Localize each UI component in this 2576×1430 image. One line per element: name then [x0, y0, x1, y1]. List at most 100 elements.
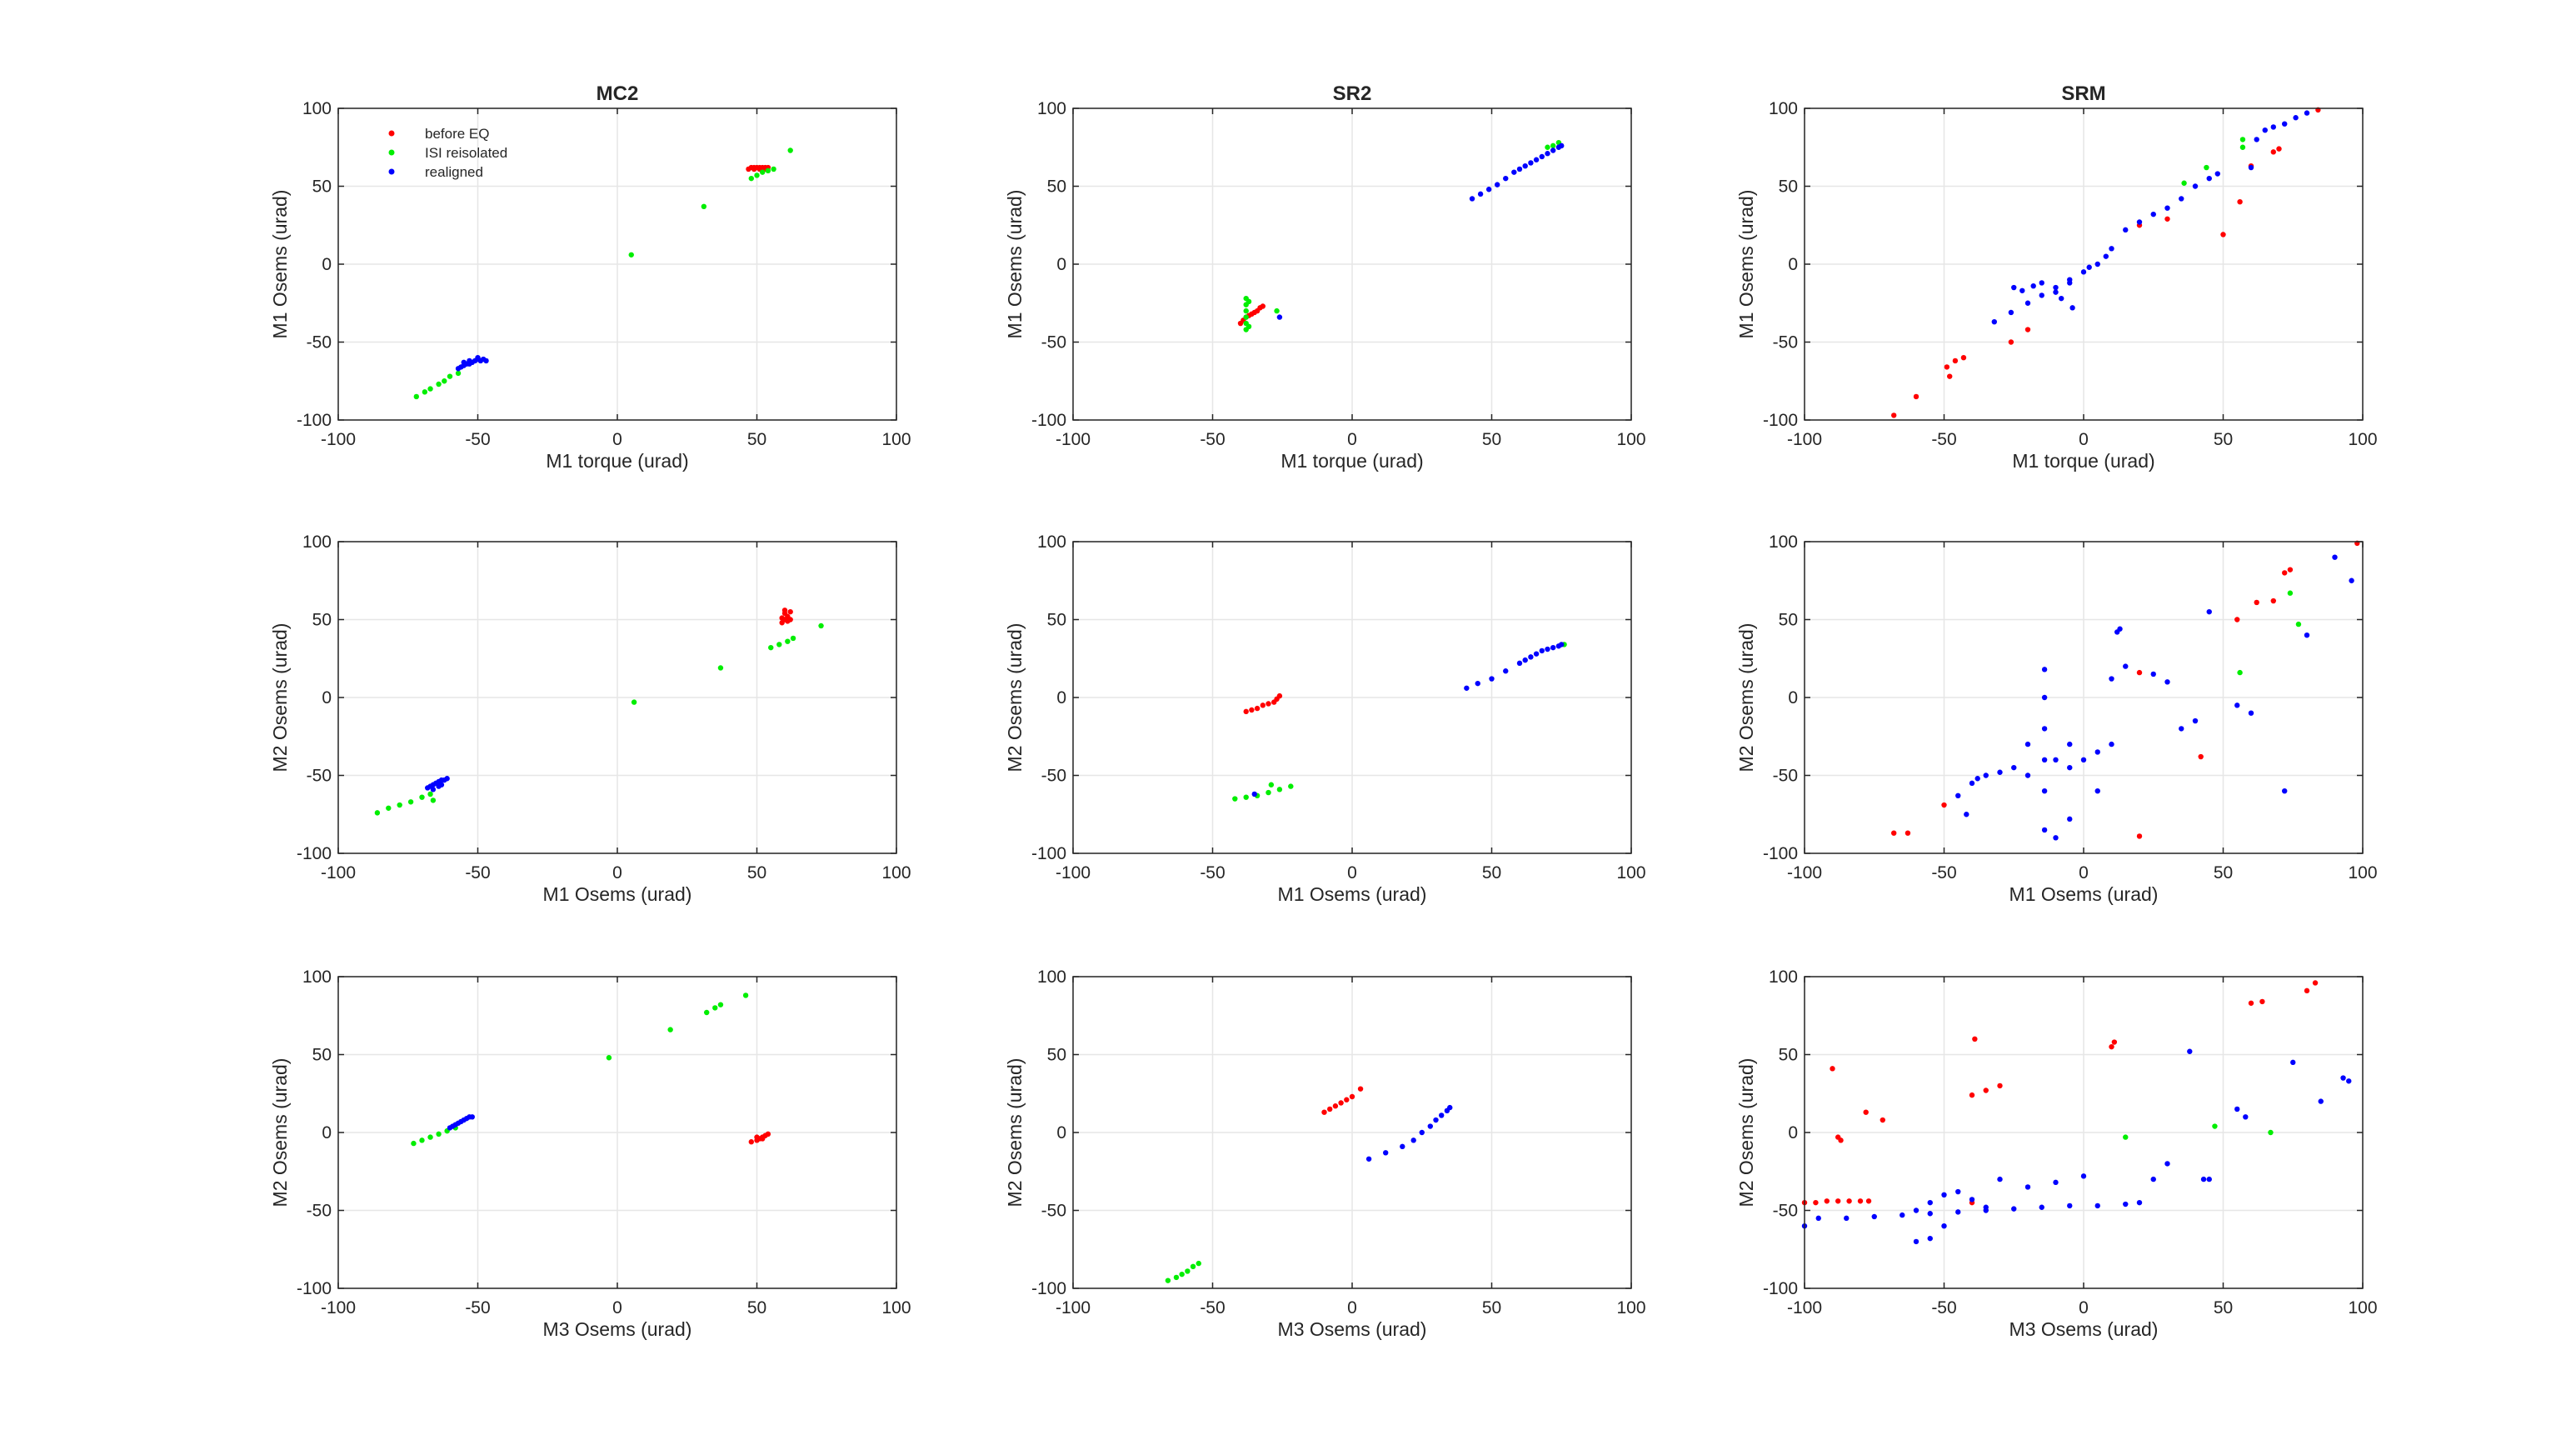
- data-point: [1495, 182, 1500, 188]
- legend-label: realigned: [425, 164, 483, 180]
- data-point: [2262, 127, 2268, 133]
- data-point: [742, 992, 749, 998]
- data-point: [1550, 644, 1556, 651]
- y-tick-label: 0: [1056, 688, 1066, 708]
- data-point: [374, 810, 381, 816]
- panel-2: -100 -50 0 50 100 -100 -50 0 50 100 M1 torque (ura…: [1735, 82, 2378, 472]
- y-tick-label: -100: [1763, 1279, 1798, 1298]
- data-point: [2080, 269, 2087, 275]
- y-tick-label: 100: [302, 99, 332, 118]
- data-point: [2059, 295, 2064, 302]
- data-point: [483, 358, 489, 364]
- data-point: [756, 164, 763, 171]
- data-point: [2304, 988, 2310, 994]
- y-axis-label: M2 Osems (urad): [269, 1058, 291, 1208]
- data-point: [2041, 788, 2048, 794]
- data-point: [2136, 669, 2143, 676]
- data-point: [1927, 1211, 1933, 1217]
- x-tick-label: -50: [1200, 1298, 1225, 1318]
- y-tick-label: -100: [1763, 844, 1798, 863]
- series-1: [2181, 137, 2246, 186]
- data-point: [1274, 308, 1280, 314]
- data-point: [1464, 685, 1470, 691]
- data-point: [1559, 142, 1565, 149]
- data-point: [1952, 358, 1959, 364]
- data-point: [1249, 707, 1255, 713]
- data-point: [411, 1140, 417, 1147]
- data-point: [1246, 323, 1252, 329]
- data-point: [2008, 339, 2014, 345]
- data-point: [1528, 654, 1534, 660]
- y-tick-label: -100: [297, 844, 332, 863]
- data-point: [1522, 162, 1528, 169]
- data-point: [1545, 151, 1550, 157]
- data-point: [1485, 187, 1492, 192]
- y-tick-label: 50: [1779, 178, 1798, 197]
- data-point: [1276, 692, 1283, 699]
- data-point: [2206, 1176, 2212, 1182]
- x-tick-label: -100: [321, 1298, 356, 1318]
- data-point: [1477, 191, 1484, 198]
- data-point: [2067, 280, 2073, 286]
- series-2: [425, 776, 450, 792]
- data-point: [1960, 355, 1967, 361]
- data-point: [771, 166, 776, 172]
- data-point: [1338, 1100, 1344, 1106]
- data-point: [785, 638, 791, 644]
- x-tick-label: 0: [1347, 863, 1357, 882]
- y-tick-label: 100: [302, 532, 332, 552]
- data-point: [717, 1002, 724, 1008]
- data-point: [2011, 1206, 2017, 1212]
- data-point: [2024, 1184, 2031, 1190]
- data-point: [1516, 166, 1523, 172]
- x-tick-label: -100: [1787, 1298, 1822, 1318]
- data-point: [2164, 216, 2170, 222]
- data-point: [427, 791, 433, 798]
- data-point: [2282, 788, 2288, 794]
- data-point: [2340, 1075, 2346, 1081]
- data-point: [2011, 284, 2017, 291]
- data-point: [1545, 646, 1550, 652]
- data-point: [2179, 196, 2184, 202]
- y-tick-label: 100: [302, 968, 332, 987]
- data-point: [748, 175, 754, 182]
- x-tick-label: 50: [2214, 430, 2233, 449]
- data-point: [1913, 1208, 1920, 1213]
- data-point: [2204, 164, 2209, 171]
- data-point: [1516, 660, 1523, 667]
- panel-title: SRM: [2061, 82, 2105, 105]
- x-tick-label: 0: [2079, 863, 2089, 882]
- data-point: [2220, 232, 2226, 238]
- x-tick-label: -100: [1056, 1298, 1091, 1318]
- data-point: [748, 1139, 754, 1145]
- data-point: [2293, 115, 2299, 121]
- x-tick-label: 50: [1482, 863, 1501, 882]
- y-tick-label: 50: [1047, 178, 1066, 197]
- x-axis-label: M3 Osems (urad): [1278, 1318, 1427, 1340]
- data-point: [2237, 669, 2243, 676]
- data-point: [2041, 694, 2048, 701]
- series-2: [1251, 642, 1565, 798]
- data-point: [442, 378, 447, 384]
- data-point: [2150, 671, 2156, 678]
- data-point: [1550, 148, 1556, 153]
- data-point: [1533, 157, 1540, 162]
- y-tick-label: 100: [1769, 99, 1798, 118]
- data-point: [1327, 1106, 1333, 1112]
- data-point: [2282, 121, 2288, 127]
- data-point: [2214, 171, 2220, 177]
- x-tick-label: -50: [1931, 863, 1956, 882]
- data-point: [1196, 1260, 1201, 1267]
- data-point: [2287, 567, 2294, 572]
- legend-entry: realigned: [388, 164, 483, 180]
- data-point: [2094, 261, 2100, 268]
- data-point: [1260, 702, 1266, 708]
- legend: before EQ ISI reisolated realigned: [388, 126, 507, 180]
- y-tick-label: -50: [307, 767, 332, 786]
- data-point: [2234, 702, 2240, 708]
- data-point: [2187, 1048, 2193, 1054]
- data-point: [754, 172, 760, 178]
- data-point: [467, 358, 472, 364]
- data-point: [1349, 1093, 1355, 1100]
- data-point: [1254, 705, 1261, 712]
